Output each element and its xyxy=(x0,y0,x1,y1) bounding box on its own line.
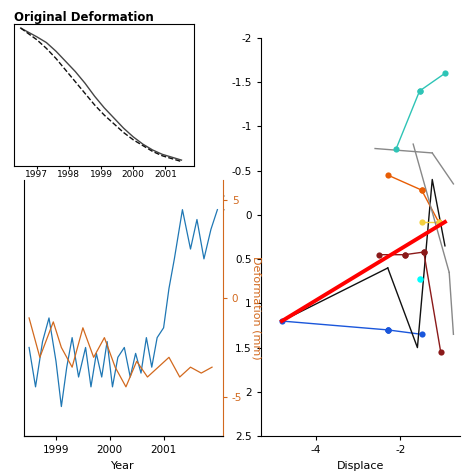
Point xyxy=(435,218,442,226)
Point xyxy=(437,348,445,356)
Point xyxy=(401,251,409,258)
Point xyxy=(418,330,426,338)
Point xyxy=(416,275,423,283)
Point xyxy=(375,251,383,258)
Point xyxy=(416,87,423,95)
X-axis label: Year: Year xyxy=(111,461,135,471)
Point xyxy=(278,317,286,325)
Point xyxy=(401,251,409,258)
Point xyxy=(418,186,426,194)
X-axis label: Displace: Displace xyxy=(337,461,384,471)
Point xyxy=(384,326,392,334)
Point xyxy=(392,145,400,152)
Point xyxy=(418,218,426,226)
Point xyxy=(441,70,449,77)
Point xyxy=(420,248,428,256)
Point xyxy=(435,218,442,226)
Point xyxy=(418,186,426,194)
Point xyxy=(384,171,392,179)
Point xyxy=(384,326,392,334)
Y-axis label: Water Head (m): Water Head (m) xyxy=(216,192,226,282)
Point xyxy=(416,87,423,95)
Point xyxy=(384,326,392,334)
Y-axis label: Deformation (mm): Deformation (mm) xyxy=(252,256,262,360)
Text: Original Deformation: Original Deformation xyxy=(14,11,154,24)
Point xyxy=(420,248,428,256)
